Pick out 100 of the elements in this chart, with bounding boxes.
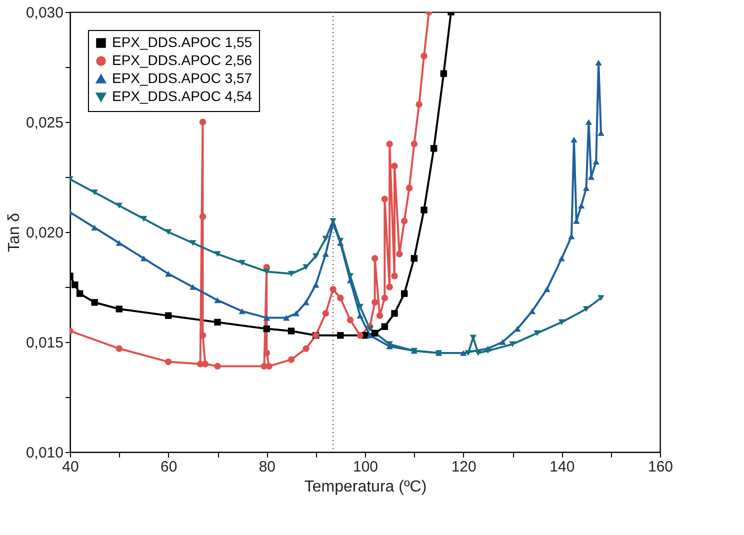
- point: [214, 297, 221, 304]
- y-axis-title: Tan δ: [6, 212, 23, 252]
- point: [595, 60, 602, 66]
- point: [346, 277, 354, 284]
- point: [214, 362, 221, 370]
- point: [381, 196, 388, 202]
- point: [598, 295, 604, 301]
- point: [199, 332, 206, 339]
- point: [509, 341, 516, 348]
- point: [386, 341, 393, 348]
- point: [585, 119, 592, 125]
- point: [346, 316, 354, 324]
- point: [263, 325, 270, 332]
- point: [544, 286, 550, 292]
- point: [266, 362, 272, 370]
- point: [578, 202, 585, 209]
- point: [164, 270, 172, 277]
- point: [76, 290, 84, 297]
- point: [322, 310, 330, 317]
- point: [534, 330, 540, 336]
- point: [337, 332, 344, 339]
- point: [356, 332, 364, 339]
- point: [420, 206, 428, 214]
- x-tick-label: 80: [258, 458, 276, 476]
- legend-label: EPX_DDS.APOC 1,55: [112, 34, 252, 50]
- point: [312, 282, 320, 288]
- point: [116, 345, 123, 352]
- point: [598, 130, 604, 136]
- point: [202, 360, 209, 368]
- y-tick-label: 0,015: [26, 334, 64, 352]
- point: [410, 255, 418, 262]
- point: [356, 312, 364, 319]
- point: [514, 326, 521, 332]
- x-tick-label: 140: [550, 458, 575, 476]
- y-tick-label: 0,025: [26, 114, 64, 132]
- x-tick-label: 100: [352, 458, 378, 476]
- point: [330, 286, 336, 293]
- point: [72, 281, 78, 288]
- point: [164, 229, 172, 235]
- point: [558, 319, 566, 326]
- point: [116, 306, 123, 312]
- point: [322, 236, 330, 242]
- x-tick-label: 60: [160, 458, 178, 476]
- point: [460, 350, 467, 356]
- point: [330, 218, 336, 224]
- legend-label: EPX_DDS.APOC 3,57: [112, 70, 252, 86]
- point: [263, 350, 270, 356]
- point: [292, 310, 300, 316]
- x-axis-title: Temperatura (ºC): [304, 478, 427, 496]
- point: [164, 312, 172, 319]
- point: [140, 255, 148, 262]
- point: [199, 213, 206, 220]
- point: [302, 299, 310, 306]
- point: [263, 268, 270, 275]
- x-tick-label: 40: [62, 458, 79, 476]
- point: [238, 260, 246, 266]
- point: [302, 345, 310, 352]
- point: [416, 101, 422, 108]
- point: [346, 273, 354, 279]
- point: [288, 328, 295, 334]
- point: [371, 299, 378, 306]
- point: [164, 358, 172, 366]
- point: [592, 158, 600, 165]
- point: [190, 240, 196, 246]
- point: [474, 350, 482, 356]
- point: [116, 240, 123, 246]
- point: [199, 118, 206, 126]
- x-tick-label: 160: [648, 458, 674, 476]
- point: [386, 140, 393, 148]
- point: [91, 189, 98, 196]
- point: [386, 284, 393, 290]
- point: [464, 350, 472, 356]
- point: [282, 314, 290, 321]
- point: [190, 284, 196, 290]
- point: [366, 326, 374, 332]
- x-tick-label: 120: [451, 458, 476, 476]
- point: [420, 52, 428, 60]
- point: [391, 310, 398, 317]
- point: [558, 255, 566, 262]
- point: [214, 251, 221, 257]
- point: [288, 356, 295, 363]
- point: [302, 264, 310, 270]
- point: [371, 255, 378, 262]
- point: [381, 323, 388, 330]
- point: [381, 294, 388, 302]
- point: [356, 304, 364, 310]
- point: [391, 162, 398, 170]
- point: [582, 306, 590, 312]
- point: [91, 224, 98, 231]
- point: [376, 312, 384, 319]
- point: [337, 238, 344, 244]
- point: [91, 299, 98, 306]
- point: [371, 330, 378, 337]
- point: [322, 251, 330, 257]
- point: [440, 70, 448, 77]
- point: [366, 332, 374, 338]
- y-tick-label: 0,030: [26, 4, 64, 22]
- point: [430, 145, 438, 152]
- point: [288, 270, 295, 277]
- point: [263, 314, 270, 321]
